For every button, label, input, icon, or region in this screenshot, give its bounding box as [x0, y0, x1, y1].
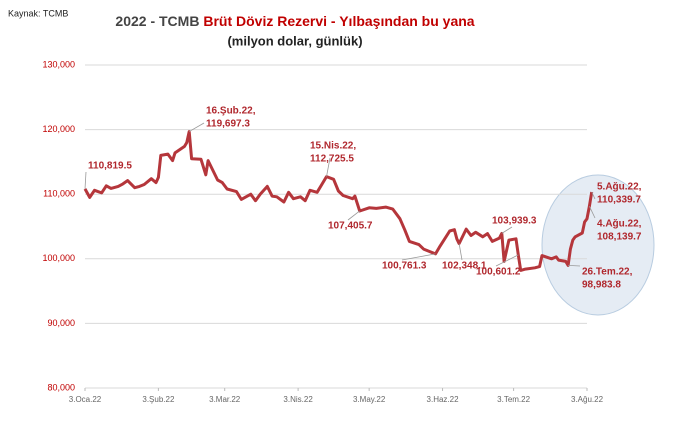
chart-title: 2022 - TCMB Brüt Döviz Rezervi - Yılbaşı…: [115, 13, 474, 29]
annotation-leader: [501, 226, 513, 234]
x-tick-label: 3.Haz.22: [427, 395, 460, 404]
x-tick-label: 3.Ağu.22: [571, 395, 604, 404]
annotation-label: 108,139.7: [597, 232, 642, 243]
annotation-label: 15.Nis.22,: [310, 141, 356, 152]
chart-subtitle: (milyon dolar, günlük): [227, 33, 362, 48]
annotation-leader: [401, 253, 436, 261]
annotation-label: 98,983.8: [582, 280, 621, 291]
x-tick-label: 3.Tem.22: [497, 395, 530, 404]
data-line: [83, 130, 594, 272]
annotation-leader: [568, 264, 581, 267]
annotation-leader: [589, 206, 596, 219]
title-part: Brüt Döviz Rezervi - Yılbaşından bu yana: [203, 13, 474, 29]
x-tick-label: 3.Oca.22: [69, 395, 102, 404]
title-part: 2022 - TCMB: [115, 13, 203, 29]
x-tick-label: 3.May.22: [353, 395, 386, 404]
annotation-leader: [495, 254, 519, 267]
annotation-leader: [458, 243, 463, 261]
annotation-leader: [188, 122, 205, 132]
annotation-label: 16.Şub.22,: [206, 106, 256, 117]
annotation-leader: [347, 210, 360, 221]
x-tick-label: 3.Nis.22: [283, 395, 313, 404]
grid: [84, 64, 588, 391]
annotation-label: 5.Ağu.22,: [597, 182, 642, 193]
y-tick-label: 80,000: [47, 382, 75, 392]
x-tick-label: 3.Şub.22: [142, 395, 175, 404]
annotation-label: 102,348.1: [442, 261, 487, 272]
y-tick-label: 100,000: [42, 253, 75, 263]
annotation-label: 26.Tem.22,: [582, 267, 633, 278]
annotation-label: 103,939.3: [492, 216, 537, 227]
annotation-label: 119,697.3: [206, 119, 250, 130]
annotation-label: 110,339.7: [597, 195, 641, 206]
y-tick-label: 90,000: [47, 318, 75, 328]
source: Kaynak: TCMB: [8, 8, 68, 18]
annotation-label: 107,405.7: [328, 221, 373, 232]
annotation-label: 100,761.3: [382, 261, 427, 272]
annotation-label: 4.Ağu.22,: [597, 219, 642, 230]
annotation-leader: [84, 171, 87, 189]
y-tick-label: 110,000: [43, 189, 75, 199]
y-tick-label: 120,000: [42, 124, 75, 134]
annotation-label: 112,725.5: [310, 154, 354, 165]
annotation-leader: [591, 191, 596, 200]
x-tick-label: 3.Mar.22: [209, 395, 241, 404]
y-tick-label: 130,000: [42, 59, 75, 69]
highlight-circle: [541, 174, 655, 316]
annotation-label: 110,819.5: [88, 161, 132, 172]
plot: 110,819.5 16.Şub.22, 119,697.3 15.Nis.22, 11…: [83, 106, 642, 291]
annotation-leader: [326, 157, 331, 177]
annotation-label: 100,601.2: [476, 267, 521, 278]
